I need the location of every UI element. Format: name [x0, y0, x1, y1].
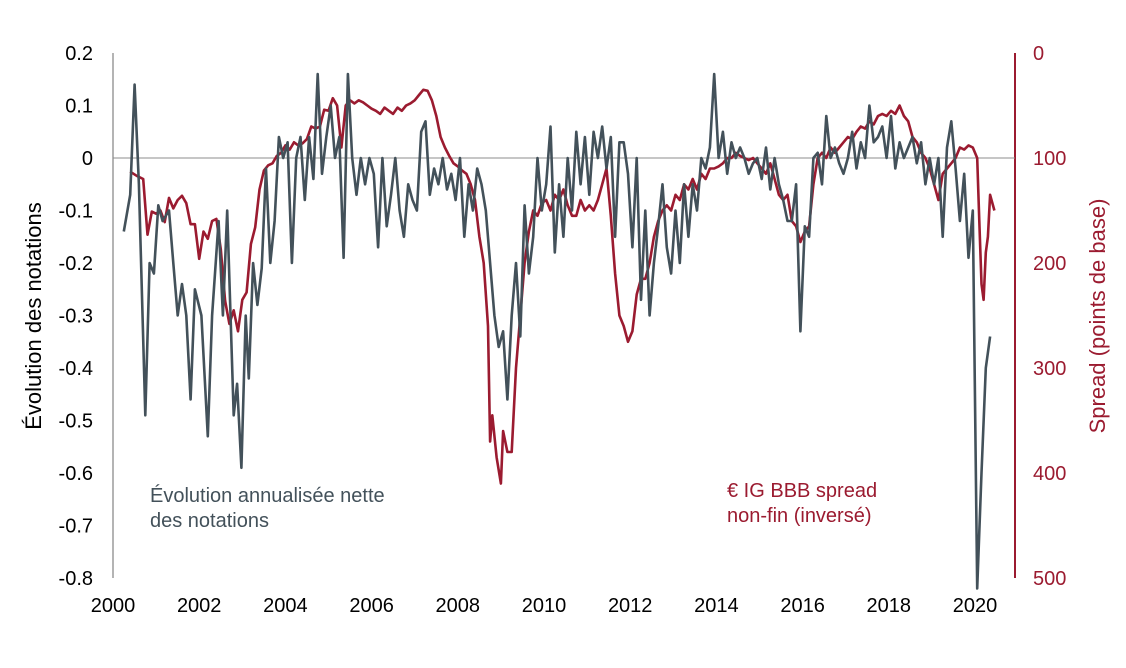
y-left-tick-label: -0.4 [59, 358, 93, 380]
y-right-tick-label: 300 [1033, 358, 1066, 380]
x-tick-label: 2018 [867, 595, 912, 617]
y-right-tick-label: 0 [1033, 43, 1044, 65]
x-tick-label: 2000 [91, 595, 136, 617]
y-right-tick-label: 200 [1033, 253, 1066, 275]
annotation-spread-label: non-fin (inversé) [727, 505, 872, 527]
y-left-tick-label: -0.3 [59, 306, 93, 328]
x-tick-label: 2012 [608, 595, 653, 617]
series-layer [122, 72, 996, 590]
y-right-tick-label: 500 [1033, 568, 1066, 590]
x-tick-label: 2016 [780, 595, 825, 617]
annotation-ratings-label: Évolution annualisée nette [150, 484, 385, 507]
y-left-tick-label: -0.5 [59, 411, 93, 433]
left-axis-ticks: 0.2 0.1 0 -0.1 -0.2 -0.3 -0.4 -0.5 -0.6 -0.7 -0.8 [59, 43, 93, 590]
x-tick-label: 2014 [694, 595, 739, 617]
annotation-spread-label: € IG BBB spread [727, 480, 877, 502]
annotation-ratings-label: des notations [150, 510, 269, 532]
y-left-tick-label: 0.1 [65, 96, 93, 118]
y-left-tick-label: -0.1 [59, 201, 93, 223]
x-tick-label: 2010 [522, 595, 567, 617]
y-right-tick-label: 400 [1033, 463, 1066, 485]
x-tick-label: 2008 [436, 595, 481, 617]
y-left-tick-label: -0.2 [59, 253, 93, 275]
y-axis-right-label: Spread (points de base) [1085, 199, 1110, 434]
y-left-tick-label: 0.2 [65, 43, 93, 65]
y-left-tick-label: -0.6 [59, 463, 93, 485]
y-left-tick-label: 0 [82, 148, 93, 170]
x-tick-label: 2006 [349, 595, 394, 617]
x-tick-label: 2002 [177, 595, 222, 617]
annotations: Évolution annualisée nette des notations €… [150, 480, 877, 532]
y-left-tick-label: -0.8 [59, 568, 93, 590]
x-axis-ticks: 2000 2002 2004 2006 2008 2010 2012 2014 2016 2018… [91, 595, 998, 617]
x-tick-label: 2004 [263, 595, 308, 617]
right-axis-ticks: 0 100 200 300 400 500 [1033, 43, 1066, 590]
x-tick-label: 2020 [953, 595, 998, 617]
y-right-tick-label: 100 [1033, 148, 1066, 170]
y-left-tick-label: -0.7 [59, 516, 93, 538]
series-line-ratings [122, 72, 992, 590]
y-axis-left-label: Évolution des notations [21, 202, 46, 430]
